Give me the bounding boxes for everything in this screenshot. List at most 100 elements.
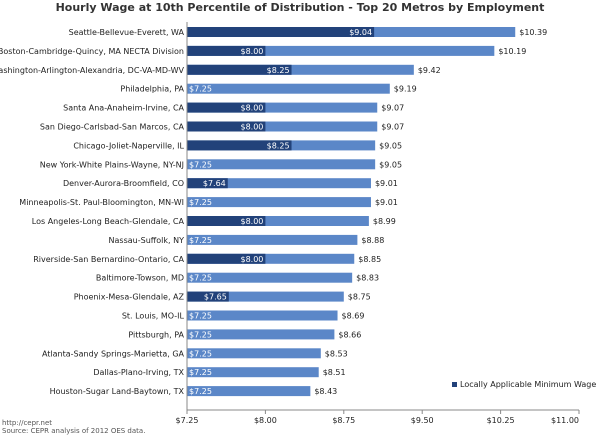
category-label: Dallas-Plano-Irving, TX: [93, 368, 184, 377]
value-label: $8.43: [314, 387, 337, 396]
category-label: Boston-Cambridge-Quincy, MA NECTA Divisi…: [0, 47, 184, 56]
category-label: San Diego-Carlsbad-San Marcos, CA: [40, 123, 185, 132]
wage-bar: [187, 45, 495, 56]
wage-bar: [187, 367, 319, 378]
min-wage-label: $7.25: [189, 330, 212, 339]
min-wage-label: $7.25: [189, 198, 212, 207]
wage-bar: [187, 83, 390, 94]
wage-bar: [187, 272, 353, 283]
min-wage-bar: [187, 253, 266, 264]
min-wage-label: $7.25: [189, 368, 212, 377]
min-wage-label: $7.65: [204, 293, 227, 302]
wage-bar: [187, 216, 369, 226]
value-label: $9.01: [375, 179, 398, 188]
min-wage-bar: [187, 291, 229, 302]
x-tick-label: $10.25: [487, 416, 515, 425]
min-wage-label: $7.25: [189, 312, 212, 321]
value-label: $9.07: [381, 123, 404, 132]
min-wage-label: $8.25: [267, 141, 290, 150]
min-wage-label: $7.25: [189, 236, 212, 245]
category-label: Baltimore-Towson, MD: [96, 274, 184, 283]
x-tick-label: $8.00: [254, 416, 277, 425]
legend: Locally Applicable Minimum Wage: [452, 380, 596, 389]
legend-label-min-wage: Locally Applicable Minimum Wage: [460, 380, 596, 389]
category-label: Seattle-Bellevue-Everett, WA: [69, 28, 185, 37]
category-label: Riverside-San Bernardino-Ontario, CA: [33, 255, 184, 264]
chart-title: Hourly Wage at 10th Percentile of Distri…: [56, 1, 545, 14]
category-label: Atlanta-Sandy Springs-Marietta, GA: [42, 349, 185, 358]
min-wage-label: $7.25: [189, 85, 212, 94]
bars-layer: Seattle-Bellevue-Everett, WA $9.04 $10.39 B…: [0, 27, 547, 397]
value-label: $8.51: [323, 368, 346, 377]
category-label: Denver-Aurora-Broomfield, CO: [63, 179, 184, 188]
value-label: $10.39: [519, 28, 547, 37]
min-wage-bar: [187, 45, 266, 56]
category-label: St. Louis, MO-IL: [122, 312, 185, 321]
min-wage-bar: [187, 64, 292, 75]
min-wage-bar: [187, 178, 228, 189]
legend-swatch-min-wage: [452, 382, 457, 387]
x-tick-label: $8.75: [332, 416, 355, 425]
wage-bar: [187, 348, 321, 359]
footer-url: http://cepr.net: [2, 419, 52, 427]
wage-bar: [187, 291, 344, 302]
min-wage-bar: [187, 102, 266, 113]
value-label: $9.19: [394, 85, 417, 94]
value-label: $8.85: [358, 255, 381, 264]
value-label: $8.66: [338, 330, 361, 339]
x-axis: $7.25 $8.00 $8.75 $9.50 $10.25 $11.00: [176, 22, 580, 425]
category-label: New York-White Plains-Wayne, NY-NJ: [40, 160, 184, 169]
value-label: $8.53: [325, 349, 348, 358]
min-wage-bar: [187, 121, 266, 132]
min-wage-label: $7.64: [203, 179, 226, 188]
wage-bar: [187, 102, 378, 113]
wage-bar: [187, 64, 414, 75]
value-label: $8.75: [348, 293, 371, 302]
wage-bar: [187, 253, 355, 264]
value-label: $8.69: [342, 312, 365, 321]
wage-bar: [187, 234, 358, 245]
min-wage-bar: [187, 216, 266, 226]
wage-bar: [187, 329, 335, 340]
value-label: $9.07: [381, 104, 404, 113]
min-wage-label: $7.25: [189, 387, 212, 396]
wage-bar: [187, 386, 311, 397]
min-wage-label: $8.00: [240, 123, 263, 132]
wage-bar: [187, 197, 371, 208]
x-tick-label: $11.00: [551, 416, 579, 425]
min-wage-label: $8.00: [240, 104, 263, 113]
category-label: Philadelphia, PA: [120, 85, 184, 94]
min-wage-label: $7.25: [189, 349, 212, 358]
wage-bar: [187, 159, 376, 170]
category-label: Houston-Sugar Land-Baytown, TX: [50, 387, 185, 396]
wage-bar: [187, 310, 338, 321]
value-label: $10.19: [498, 47, 526, 56]
category-label: Phoenix-Mesa-Glendale, AZ: [74, 293, 185, 302]
value-label: $8.83: [356, 274, 379, 283]
wage-bar: [187, 178, 371, 189]
footer-source: Source: CEPR analysis of 2012 OES data.: [2, 427, 145, 435]
x-tick-label: $9.50: [411, 416, 434, 425]
min-wage-label: $7.25: [189, 160, 212, 169]
category-label: Los Angeles-Long Beach-Glendale, CA: [32, 217, 185, 226]
value-label: $9.05: [379, 160, 402, 169]
wage-bar: [187, 121, 378, 132]
min-wage-label: $8.00: [240, 255, 263, 264]
category-label: Pittsburgh, PA: [128, 330, 184, 339]
category-label: Nassau-Suffolk, NY: [109, 236, 185, 245]
min-wage-label: $8.00: [240, 47, 263, 56]
value-label: $8.88: [361, 236, 384, 245]
min-wage-label: $7.25: [189, 274, 212, 283]
min-wage-bar: [187, 140, 292, 151]
category-label: Santa Ana-Anaheim-Irvine, CA: [63, 104, 184, 113]
x-tick-label: $7.25: [176, 416, 199, 425]
min-wage-bar: [187, 27, 375, 37]
category-label: Minneapolis-St. Paul-Bloomington, MN-WI: [19, 198, 184, 207]
min-wage-label: $8.00: [240, 217, 263, 226]
category-label: Washington-Arlington-Alexandria, DC-VA-M…: [0, 66, 185, 75]
min-wage-label: $9.04: [349, 28, 372, 37]
value-label: $9.05: [379, 141, 402, 150]
value-label: $8.99: [373, 217, 396, 226]
